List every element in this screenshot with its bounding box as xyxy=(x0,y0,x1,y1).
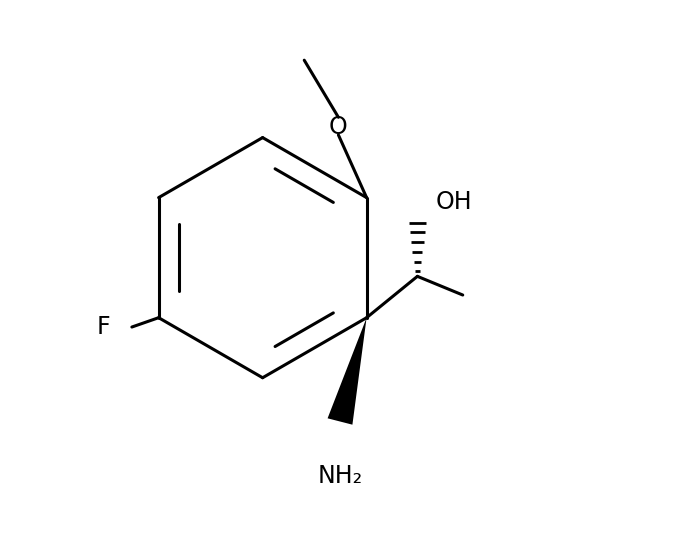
Text: O: O xyxy=(329,115,347,139)
Text: NH₂: NH₂ xyxy=(318,464,362,488)
Text: OH: OH xyxy=(436,190,473,214)
Text: F: F xyxy=(97,315,111,339)
Polygon shape xyxy=(328,318,367,425)
